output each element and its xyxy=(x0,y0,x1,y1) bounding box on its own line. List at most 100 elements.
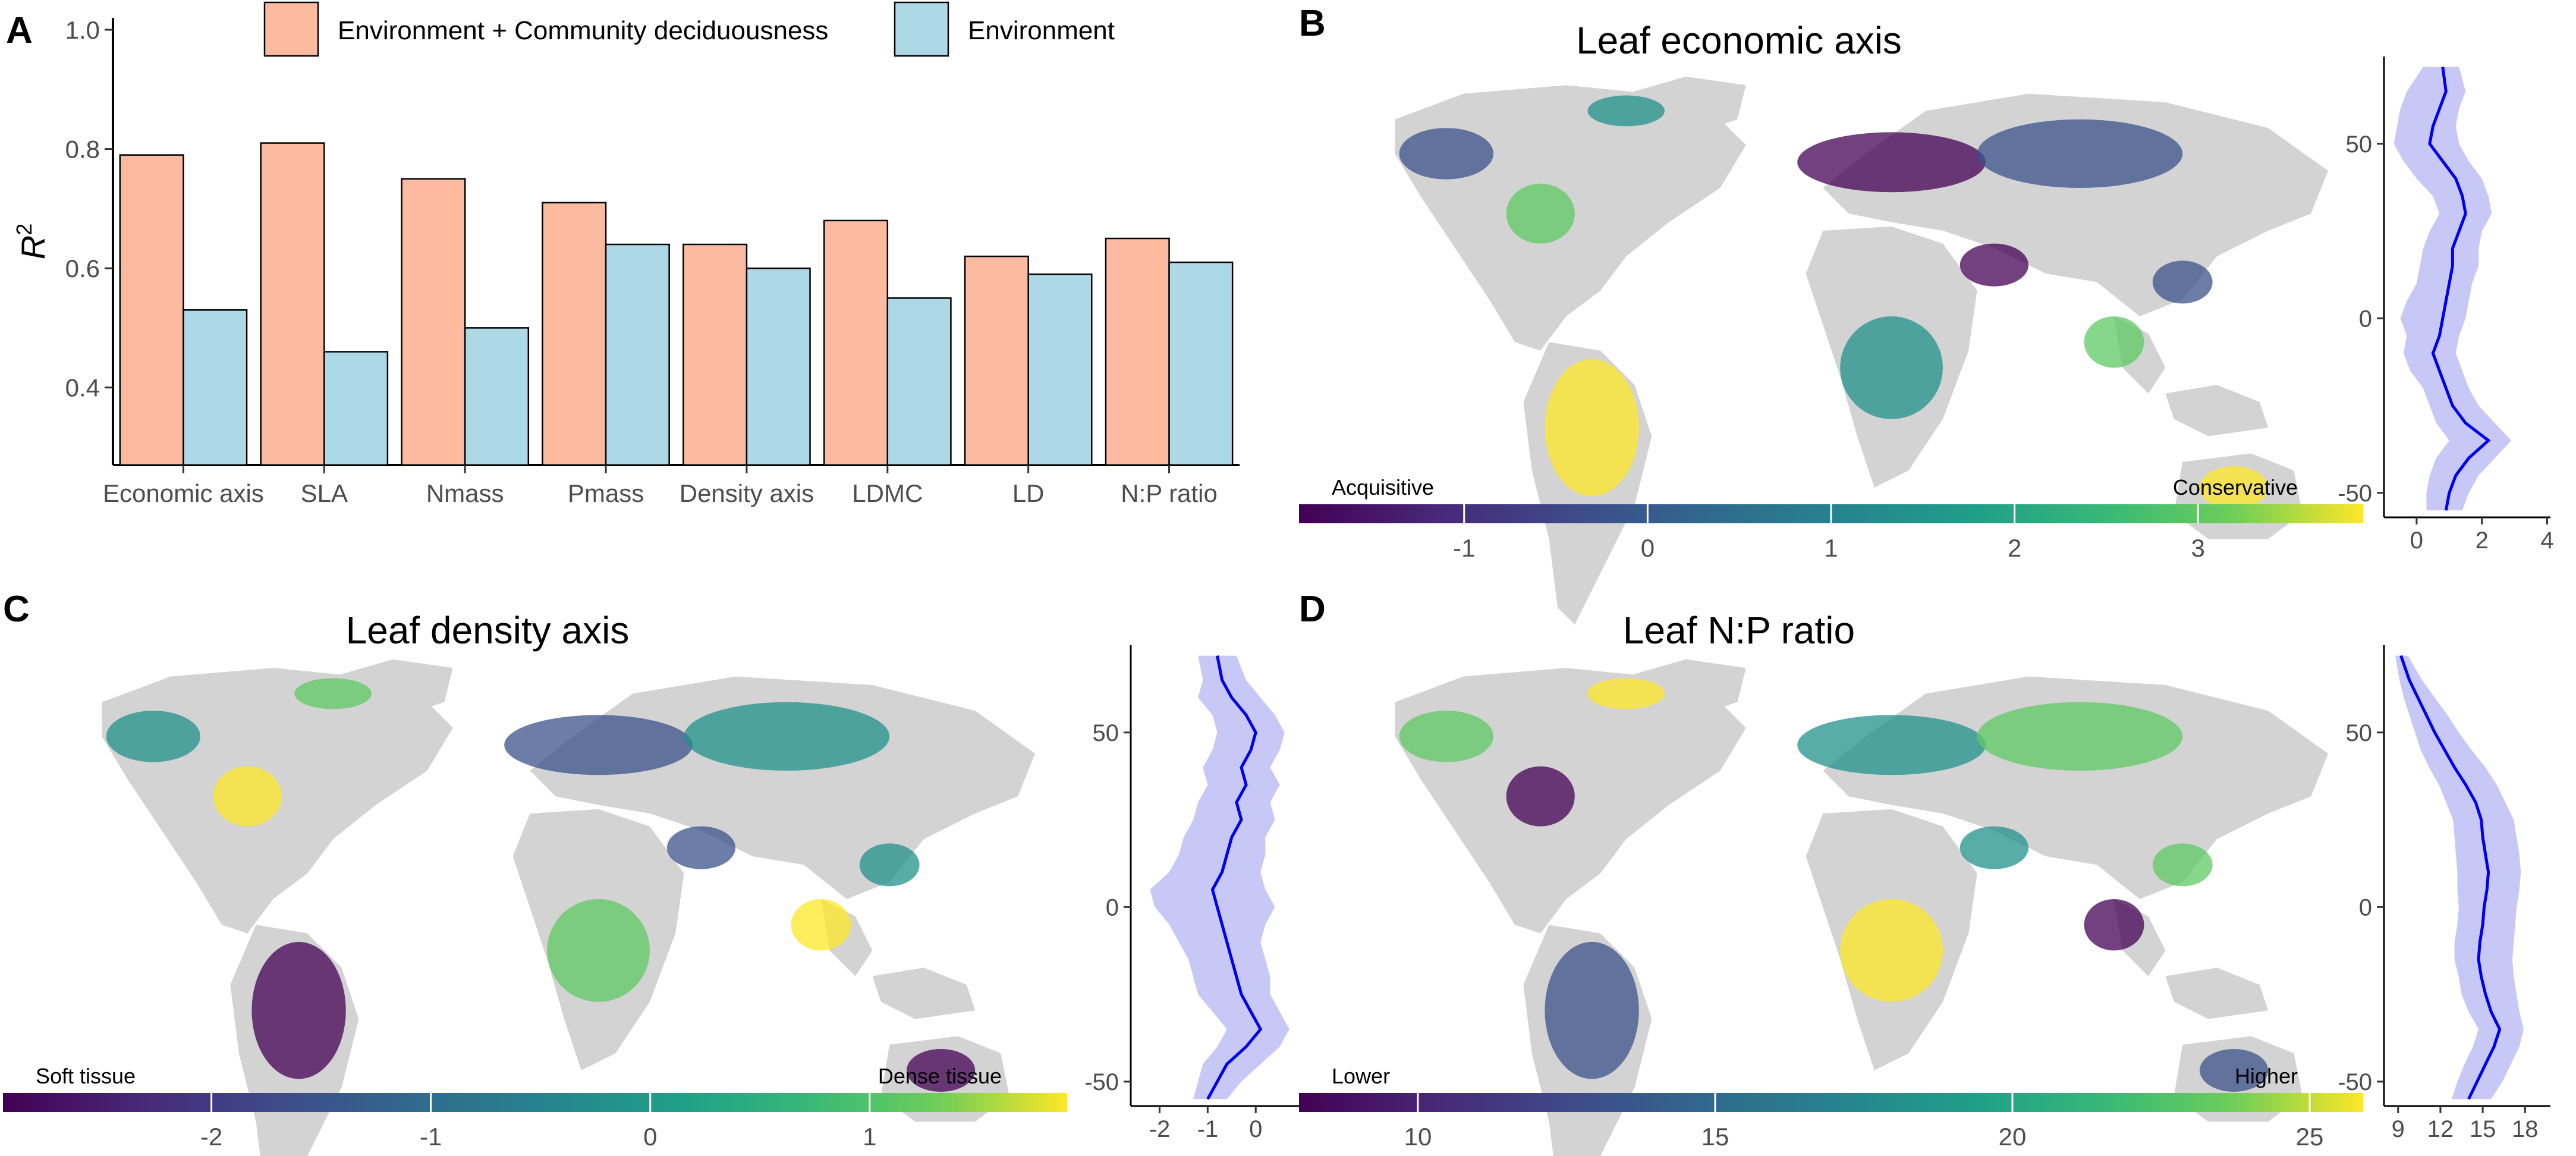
vegetation-patch xyxy=(504,715,693,775)
colorbar-high-label: Conservative xyxy=(2173,475,2298,500)
bar-env-community-1 xyxy=(260,142,325,466)
colorbar-tick-label: 10 xyxy=(1404,1123,1432,1151)
colorbar-tick-label: 2 xyxy=(2008,534,2021,562)
legend-label-env: Environment xyxy=(968,16,1115,45)
bar-env-7 xyxy=(1168,261,1234,466)
vegetation-patch xyxy=(2152,843,2213,887)
map-title: Leaf N:P ratio xyxy=(1623,609,1855,652)
vegetation-patch xyxy=(2152,260,2213,304)
panel-d: D Leaf N:P ratio Lower Higher 10 15 20 25 50 0 -50… xyxy=(1299,589,2550,1156)
vegetation-patch xyxy=(294,678,372,709)
vegetation-patch xyxy=(859,843,920,887)
colorbar-tick-label: -2 xyxy=(200,1123,222,1151)
vegetation-patch xyxy=(1545,359,1639,497)
x-tick-label: Nmass xyxy=(426,479,504,507)
colorbar-low-label: Lower xyxy=(1332,1064,1390,1088)
vegetation-patch xyxy=(2084,316,2144,368)
y-tick-label: 1.0 xyxy=(65,16,100,44)
vegetation-patch xyxy=(1587,95,1665,127)
vegetation-patch xyxy=(547,899,650,1002)
legend-swatch-env-community xyxy=(263,1,319,57)
bar-env-community-0 xyxy=(119,154,184,466)
latitude-profile: 50 0 -50 -2 -1 0 xyxy=(1084,645,1299,1142)
bar-env-community-2 xyxy=(401,178,466,466)
vegetation-patch xyxy=(666,826,735,869)
bar-env-6 xyxy=(1027,273,1093,466)
map-title: Leaf economic axis xyxy=(1576,19,1902,62)
colorbar-low-label: Soft tissue xyxy=(36,1064,136,1088)
world-map xyxy=(102,659,1036,1156)
vegetation-patch xyxy=(213,766,282,827)
vegetation-patch xyxy=(2200,1049,2269,1092)
profile-y-tick-label: -50 xyxy=(2338,480,2372,507)
colorbar-tick-label: 0 xyxy=(643,1123,657,1151)
colorbar xyxy=(3,1093,1067,1112)
colorbar-tick-label: 25 xyxy=(2296,1123,2324,1151)
vegetation-patch xyxy=(907,1049,976,1092)
world-map xyxy=(1395,76,2328,625)
profile-band xyxy=(2395,655,2524,1100)
bar-env-5 xyxy=(886,297,952,466)
vegetation-patch xyxy=(1840,316,1943,419)
vegetation-patch xyxy=(1506,766,1575,827)
vegetation-patch xyxy=(1797,132,1986,193)
bar-env-community-4 xyxy=(682,243,748,466)
profile-x-tick-label: -2 xyxy=(1149,1116,1171,1142)
profile-x-tick-label: 15 xyxy=(2470,1116,2496,1142)
bar-env-community-5 xyxy=(823,219,889,466)
latitude-profile: 50 0 -50 9 12 15 18 xyxy=(2338,645,2550,1142)
panel-label-a: A xyxy=(6,10,33,51)
x-tick-label: SLA xyxy=(301,479,348,507)
vegetation-patch xyxy=(1399,711,1493,762)
profile-mean-line xyxy=(2428,67,2491,511)
profile-y-tick-label: 50 xyxy=(2346,131,2373,158)
panel-c: C Leaf density axis Soft tissue Dense tissu… xyxy=(3,589,1299,1156)
profile-y-tick-label: -50 xyxy=(2338,1069,2372,1095)
x-tick-label: Density axis xyxy=(680,479,814,507)
legend-swatch-env xyxy=(894,1,949,57)
profile-x-tick-label: 4 xyxy=(2540,527,2553,554)
bar-env-4 xyxy=(746,267,811,466)
profile-y-tick-label: 0 xyxy=(2359,306,2372,332)
colorbar xyxy=(1299,1093,2363,1112)
colorbar-high-label: Higher xyxy=(2235,1064,2298,1088)
profile-y-tick-label: 50 xyxy=(2346,720,2373,746)
bar-env-community-3 xyxy=(542,202,607,466)
colorbar-high-label: Dense tissue xyxy=(878,1064,1002,1088)
x-tick-label: LDMC xyxy=(852,479,923,507)
bar-env-community-7 xyxy=(1105,237,1170,466)
vegetation-patch xyxy=(1959,243,2028,287)
profile-y-tick-label: 50 xyxy=(1093,720,1119,746)
colorbar-tick-label: -1 xyxy=(420,1123,442,1151)
legend-label-env-community: Environment + Community deciduousness xyxy=(338,16,828,45)
vegetation-patch xyxy=(684,702,890,771)
profile-y-tick-label: 0 xyxy=(1106,894,1119,921)
legend: Environment + Community deciduousness Env… xyxy=(263,1,1115,57)
profile-mean-line xyxy=(1206,655,1263,1100)
profile-y-tick-label: 0 xyxy=(2359,894,2372,921)
colorbar-tick-label: 1 xyxy=(1824,534,1838,562)
panel-label-c: C xyxy=(3,589,30,630)
vegetation-patch xyxy=(2084,899,2144,951)
vegetation-patch xyxy=(1840,899,1943,1002)
map-title: Leaf density axis xyxy=(346,609,630,652)
profile-x-tick-label: 0 xyxy=(1249,1116,1262,1142)
y-axis-title: R2 xyxy=(12,224,52,259)
vegetation-patch xyxy=(251,942,346,1079)
profile-mean-line xyxy=(2399,655,2502,1100)
vegetation-patch xyxy=(1977,702,2183,771)
colorbar-low-label: Acquisitive xyxy=(1332,475,1434,500)
profile-band xyxy=(2393,67,2512,511)
vegetation-patch xyxy=(1545,942,1639,1079)
vegetation-patch xyxy=(2200,466,2269,509)
panel-label-d: D xyxy=(1299,589,1326,630)
vegetation-patch xyxy=(1506,183,1575,244)
x-tick-label: N:P ratio xyxy=(1121,479,1218,507)
colorbar-tick-label: 15 xyxy=(1701,1123,1729,1151)
profile-x-tick-label: 12 xyxy=(2427,1116,2454,1142)
bar-chart-panel-a: A R2 0.4 0.6 0.8 1.0 Economic axis SLA Nmass Pmas… xyxy=(6,1,1240,507)
profile-x-tick-label: -1 xyxy=(1197,1116,1219,1142)
profile-x-tick-label: 2 xyxy=(2476,527,2489,554)
bar-env-1 xyxy=(323,351,389,466)
